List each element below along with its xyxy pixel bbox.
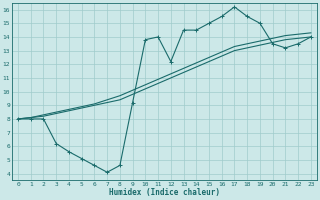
X-axis label: Humidex (Indice chaleur): Humidex (Indice chaleur) [109,188,220,197]
